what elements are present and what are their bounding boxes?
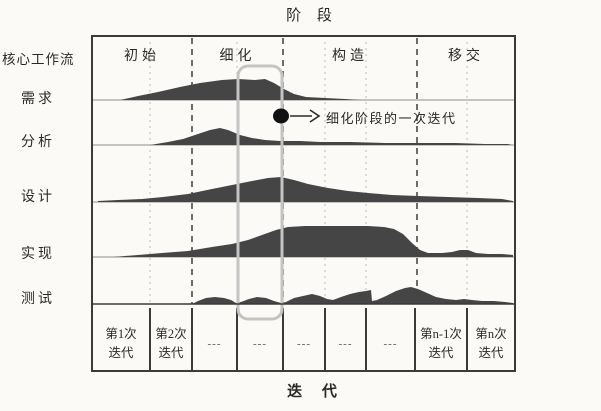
iteration-cell-line1: 第n-1次 — [420, 327, 462, 342]
iteration-cell: --- — [297, 337, 311, 350]
workflow-hump — [150, 128, 512, 145]
annotation-arrowhead — [309, 109, 321, 123]
iteration-cell: --- — [338, 337, 353, 350]
iteration-cell: --- — [383, 337, 398, 350]
iteration-marker-dot — [273, 108, 289, 124]
workflow-hump — [113, 226, 513, 257]
iteration-cell: 第1次迭代 — [105, 319, 136, 369]
workflow-hump — [98, 177, 513, 202]
chart-border — [91, 35, 516, 372]
page-title: 阶 段 — [286, 8, 338, 24]
iteration-cell-line2: 迭代 — [158, 346, 184, 360]
workflow-label: 需求 — [21, 92, 55, 107]
phase-label: 初始 — [124, 49, 160, 64]
iteration-cell-line1: 第n次 — [475, 327, 507, 342]
iteration-axis-label: 迭 代 — [287, 384, 345, 400]
iteration-cell-line2: 迭代 — [478, 346, 504, 360]
workflow-column-header: 核心工作流 — [2, 52, 75, 67]
iteration-cell: --- — [253, 337, 267, 350]
workflow-hump — [120, 79, 362, 100]
iteration-cell-line2: 迭代 — [108, 346, 134, 360]
iteration-cell: 第n-1次迭代 — [420, 319, 462, 369]
workflow-label: 实现 — [21, 247, 55, 262]
iteration-cell: 第2次迭代 — [155, 319, 186, 369]
iteration-cell-line1: 第1次 — [105, 327, 137, 342]
iteration-cell: --- — [207, 337, 222, 350]
workflow-hump — [192, 287, 513, 304]
workflow-label: 设计 — [21, 190, 55, 205]
phase-label: 构造 — [332, 49, 368, 64]
iteration-cell-line1: 第2次 — [155, 327, 187, 342]
iteration-cell-line2: 迭代 — [428, 346, 454, 360]
workflow-label: 测试 — [21, 292, 55, 307]
workflow-label: 分析 — [21, 135, 55, 150]
highlight-box — [236, 64, 284, 321]
phase-label: 移交 — [448, 49, 484, 64]
annotation-label: 细化阶段的一次迭代 — [326, 111, 457, 126]
phase-label: 细化 — [219, 49, 256, 64]
iteration-cell: 第n次迭代 — [475, 319, 506, 369]
